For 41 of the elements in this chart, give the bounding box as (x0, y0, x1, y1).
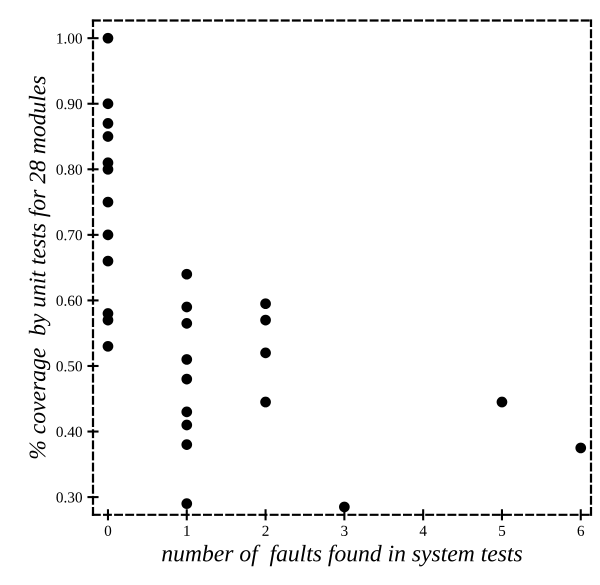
x-tick-label: 4 (420, 526, 427, 536)
point (102, 131, 114, 142)
point (181, 354, 192, 365)
point (181, 302, 192, 312)
y-tick-label: 0.80 (56, 164, 82, 175)
x-tick-label: 5 (499, 526, 506, 536)
point (575, 442, 586, 454)
point (181, 268, 192, 280)
y-tick-label: 1.00 (57, 33, 82, 44)
point (496, 396, 508, 408)
point (102, 230, 114, 240)
point (102, 118, 114, 129)
y-tick-label: 0.90 (56, 98, 82, 110)
point (102, 340, 114, 352)
point (181, 420, 192, 430)
point (102, 256, 114, 266)
point (260, 348, 271, 358)
x-tick-label: 1 (184, 526, 190, 536)
y-axis-title: % coverage by unit tests for 28 modules (28, 76, 50, 458)
x-tick-label: 6 (578, 526, 584, 536)
point (260, 298, 271, 310)
point (102, 98, 114, 110)
point (102, 196, 114, 208)
point (181, 374, 192, 384)
point (181, 318, 192, 329)
y-tick-label: 0.50 (56, 361, 82, 372)
x-tick-label: 3 (341, 526, 348, 536)
y-tick-label: 0.70 (56, 230, 82, 240)
point (339, 502, 350, 512)
point (260, 314, 271, 326)
x-axis-title: number of faults found in system tests (162, 544, 522, 566)
point (181, 406, 192, 418)
y-tick-label: 0.30 (56, 492, 82, 503)
x-tick-label: 2 (262, 526, 269, 536)
point (181, 439, 192, 450)
point (102, 32, 114, 44)
point (181, 498, 192, 510)
x-tick-label: 0 (104, 526, 112, 536)
y-tick-label: 0.60 (56, 296, 82, 306)
point (260, 396, 271, 408)
y-tick-label: 0.40 (56, 426, 82, 438)
